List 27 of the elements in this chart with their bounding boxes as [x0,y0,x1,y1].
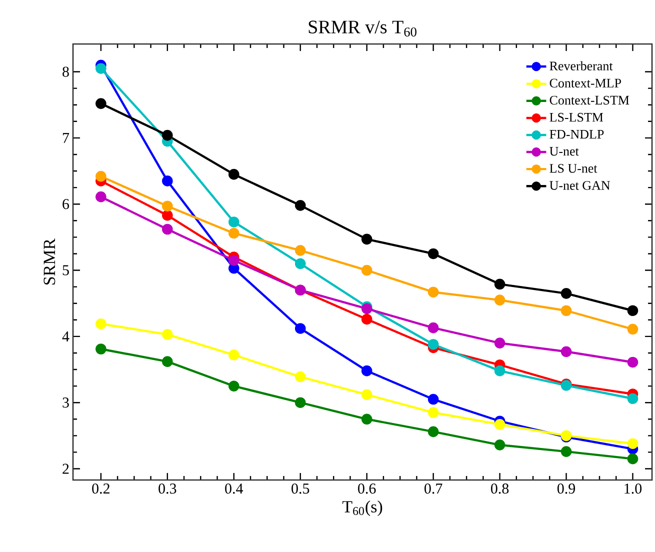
x-tick-label: 1.0 [624,484,642,494]
x-tick-label: 0.8 [490,484,509,494]
legend-label: Context-MLP [550,78,621,88]
legend-label: LS U-net [550,164,598,173]
legend-label: Reverberant [550,61,613,70]
x-tick-label: 0.9 [557,484,576,494]
y-tick-label: 5 [62,265,69,276]
y-tick-label: 2 [62,464,69,474]
legend-label: U-net [550,147,579,156]
legend-label: FD-NDLP [550,130,604,139]
y-tick-label: 8 [62,66,69,77]
x-tick-label: 0.3 [158,484,176,494]
x-axis-title: T$_{60}$(s) [342,500,382,516]
y-tick-label: 3 [62,398,69,408]
y-tick-label: 6 [62,199,70,210]
y-tick-label: 7 [62,133,70,143]
x-tick-label: 0.2 [92,484,110,494]
x-tick-label: 0.5 [292,484,310,494]
legend-label: Context-LSTM [550,96,630,105]
y-tick-label: 4 [62,331,70,342]
y-axis-title: SRMR [44,238,56,284]
x-tick-label: 0.6 [358,484,376,494]
x-tick-label: 0.7 [424,484,442,494]
x-tick-label: 0.4 [225,484,244,494]
legend-label: U-net GAN [550,181,610,190]
legend-label: LS-LSTM [550,112,604,122]
chart-title: SRMR v/s T$_{60}$ [308,20,416,36]
